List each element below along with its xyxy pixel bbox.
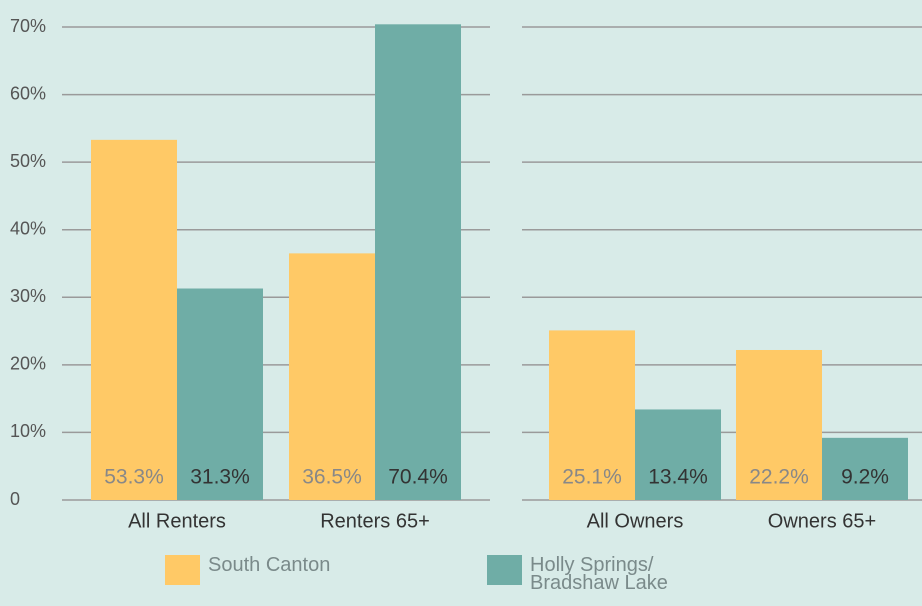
bar xyxy=(375,24,461,501)
legend-swatch xyxy=(165,555,200,585)
legend-item: South Canton xyxy=(165,555,383,585)
value-label: 9.2% xyxy=(841,466,889,489)
bar xyxy=(177,288,263,500)
y-tick-label: 60% xyxy=(10,83,46,103)
legend-swatch xyxy=(487,555,522,585)
value-label: 22.2% xyxy=(749,466,809,489)
legend-label: Holly Springs/ Bradshaw Lake xyxy=(530,554,668,594)
bar xyxy=(549,330,635,500)
value-label: 36.5% xyxy=(302,466,362,489)
legend-item: Holly Springs/ Bradshaw Lake xyxy=(487,554,705,594)
value-label: 25.1% xyxy=(562,466,622,489)
value-label: 70.4% xyxy=(388,466,448,489)
y-tick-label: 20% xyxy=(10,354,46,374)
x-tick-label: Owners 65+ xyxy=(768,510,876,532)
legend-label: South Canton xyxy=(208,554,331,576)
value-label: 13.4% xyxy=(648,466,708,489)
bar xyxy=(289,253,375,500)
y-tick-label: 0 xyxy=(10,489,20,509)
x-tick-label: All Renters xyxy=(128,510,226,532)
y-tick-label: 40% xyxy=(10,218,46,238)
x-tick-label: Renters 65+ xyxy=(320,510,430,532)
bar xyxy=(635,409,721,500)
value-label: 53.3% xyxy=(104,466,164,489)
y-tick-label: 70% xyxy=(10,16,46,36)
y-tick-label: 50% xyxy=(10,151,46,171)
bar xyxy=(822,437,908,500)
y-tick-label: 30% xyxy=(10,286,46,306)
x-tick-label: All Owners xyxy=(587,510,684,532)
bar xyxy=(91,139,177,500)
y-tick-label: 10% xyxy=(10,421,46,441)
bar xyxy=(736,349,822,500)
value-label: 31.3% xyxy=(190,466,250,489)
